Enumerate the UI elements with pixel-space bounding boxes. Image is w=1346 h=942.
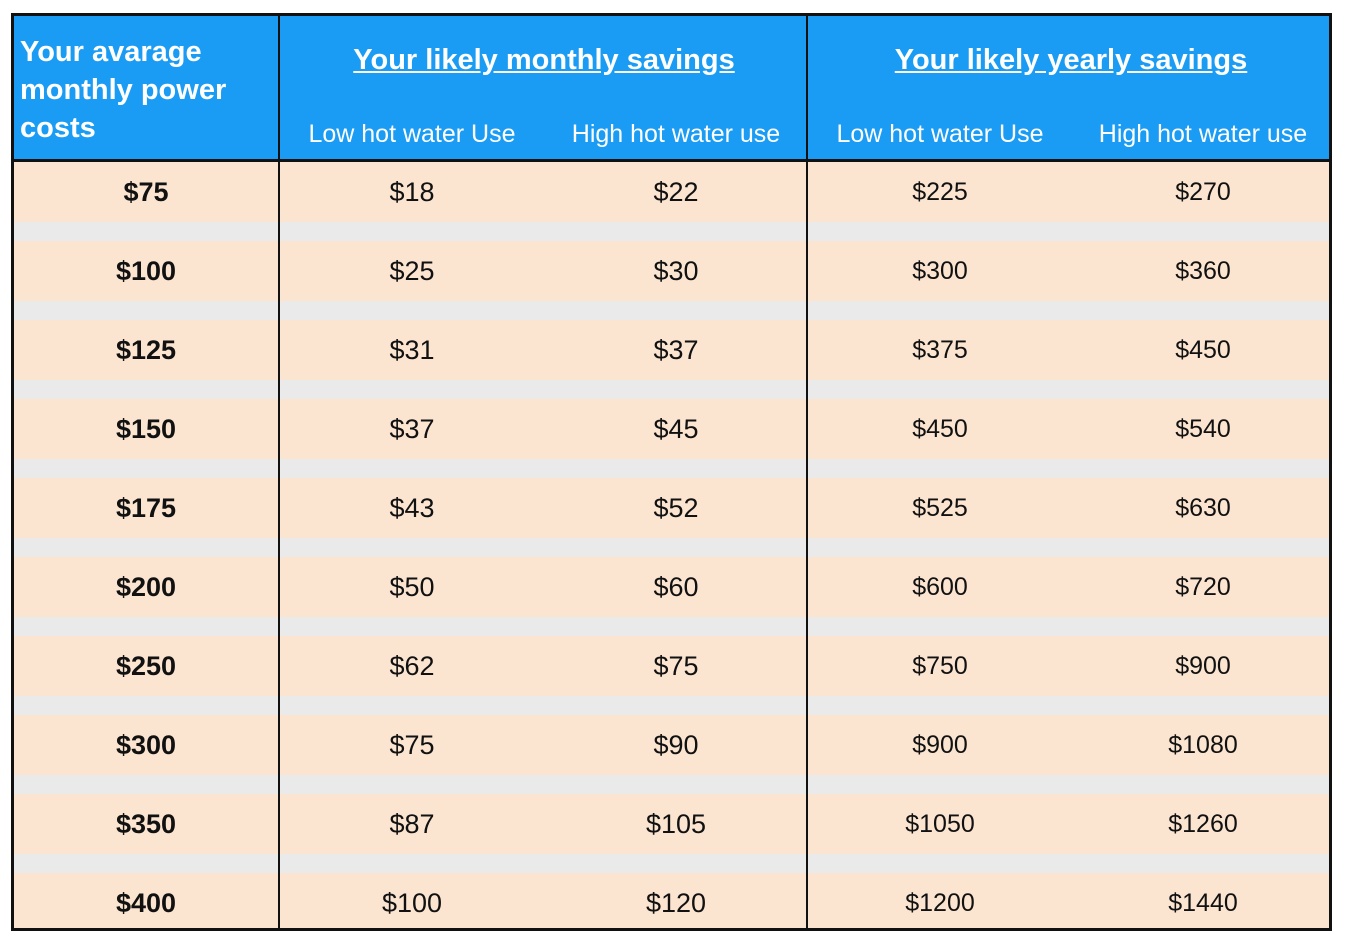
cell-monthly-high: $30 <box>653 256 699 286</box>
cell-monthly-high: $60 <box>653 572 699 602</box>
cell-power-cost: $125 <box>115 335 177 365</box>
cell-monthly-high: $90 <box>653 730 699 760</box>
cell-monthly-low: $37 <box>389 414 435 444</box>
cell-yearly-low: $900 <box>912 731 968 759</box>
cell-yearly-low: $225 <box>912 178 968 206</box>
table-row: $250 $62 $75 $750 $900 <box>14 636 1329 715</box>
subheader-yearly-high: High hot water use <box>1098 120 1308 148</box>
row-band <box>14 873 1329 928</box>
row-band <box>14 715 1329 775</box>
row-band <box>14 320 1329 380</box>
cell-monthly-high: $22 <box>653 177 699 207</box>
cell-power-cost: $400 <box>115 888 177 918</box>
cell-power-cost: $300 <box>115 730 177 760</box>
cell-yearly-high: $270 <box>1175 178 1231 206</box>
cell-monthly-low: $75 <box>389 730 435 760</box>
row-band <box>14 557 1329 617</box>
cell-power-cost: $200 <box>115 572 177 602</box>
header-power-costs: Your avarage monthly power costs <box>20 36 227 144</box>
cell-yearly-low: $450 <box>912 415 968 443</box>
column-divider <box>278 16 280 928</box>
row-spacer <box>14 459 1329 478</box>
cell-power-cost: $150 <box>115 414 177 444</box>
row-band <box>14 162 1329 222</box>
subheader-monthly-high: High hot water use <box>571 120 781 148</box>
cell-monthly-low: $25 <box>389 256 435 286</box>
header-divider <box>14 159 1329 162</box>
cell-monthly-low: $31 <box>389 335 435 365</box>
cell-monthly-high: $75 <box>653 651 699 681</box>
cell-monthly-high: $37 <box>653 335 699 365</box>
table-row: $125 $31 $37 $375 $450 <box>14 320 1329 399</box>
row-spacer <box>14 222 1329 241</box>
cell-yearly-high: $1440 <box>1168 889 1238 917</box>
cell-power-cost: $350 <box>115 809 177 839</box>
table-row: $75 $18 $22 $225 $270 <box>14 162 1329 241</box>
cell-yearly-low: $375 <box>912 336 968 364</box>
cell-power-cost: $75 <box>123 177 169 207</box>
cell-yearly-high: $630 <box>1175 494 1231 522</box>
table-row: $100 $25 $30 $300 $360 <box>14 241 1329 320</box>
row-band <box>14 399 1329 459</box>
cell-yearly-high: $900 <box>1175 652 1231 680</box>
cell-power-cost: $250 <box>115 651 177 681</box>
table-row: $150 $37 $45 $450 $540 <box>14 399 1329 478</box>
row-spacer <box>14 538 1329 557</box>
row-spacer <box>14 617 1329 636</box>
cell-yearly-high: $720 <box>1175 573 1231 601</box>
cell-power-cost: $100 <box>115 256 177 286</box>
cell-yearly-low: $525 <box>912 494 968 522</box>
cell-monthly-low: $87 <box>389 809 435 839</box>
cell-monthly-high: $105 <box>645 809 707 839</box>
cell-yearly-high: $450 <box>1175 336 1231 364</box>
row-spacer <box>14 301 1329 320</box>
savings-table: Your avarage monthly power costs Your li… <box>11 13 1332 931</box>
row-spacer <box>14 696 1329 715</box>
cell-yearly-high: $1260 <box>1168 810 1238 838</box>
table-body: $75 $18 $22 $225 $270 $100 $25 $30 $300 $360 $125 $… <box>14 162 1329 928</box>
cell-yearly-high: $360 <box>1175 257 1231 285</box>
cell-yearly-high: $540 <box>1175 415 1231 443</box>
header-monthly-savings: Your likely monthly savings <box>353 44 735 76</box>
header-yearly-savings: Your likely yearly savings <box>894 44 1248 76</box>
row-band <box>14 478 1329 538</box>
cell-monthly-low: $100 <box>381 888 443 918</box>
cell-monthly-low: $43 <box>389 493 435 523</box>
cell-yearly-low: $300 <box>912 257 968 285</box>
column-divider <box>806 16 808 928</box>
cell-yearly-high: $1080 <box>1168 731 1238 759</box>
cell-monthly-low: $18 <box>389 177 435 207</box>
table-header: Your avarage monthly power costs Your li… <box>14 16 1329 161</box>
row-band <box>14 636 1329 696</box>
row-band <box>14 794 1329 854</box>
row-spacer <box>14 380 1329 399</box>
table-row: $200 $50 $60 $600 $720 <box>14 557 1329 636</box>
cell-yearly-low: $1200 <box>905 889 975 917</box>
cell-yearly-low: $600 <box>912 573 968 601</box>
row-band <box>14 241 1329 301</box>
row-spacer <box>14 775 1329 794</box>
subheader-monthly-low: Low hot water Use <box>308 120 516 148</box>
cell-power-cost: $175 <box>115 493 177 523</box>
cell-monthly-high: $45 <box>653 414 699 444</box>
subheader-yearly-low: Low hot water Use <box>836 120 1044 148</box>
row-spacer <box>14 854 1329 873</box>
table-row: $350 $87 $105 $1050 $1260 <box>14 794 1329 873</box>
cell-monthly-high: $120 <box>645 888 707 918</box>
cell-monthly-high: $52 <box>653 493 699 523</box>
table-row: $400 $100 $120 $1200 $1440 <box>14 873 1329 928</box>
table-row: $300 $75 $90 $900 $1080 <box>14 715 1329 794</box>
cell-monthly-low: $50 <box>389 572 435 602</box>
cell-yearly-low: $750 <box>912 652 968 680</box>
cell-yearly-low: $1050 <box>905 810 975 838</box>
table-row: $175 $43 $52 $525 $630 <box>14 478 1329 557</box>
cell-monthly-low: $62 <box>389 651 435 681</box>
